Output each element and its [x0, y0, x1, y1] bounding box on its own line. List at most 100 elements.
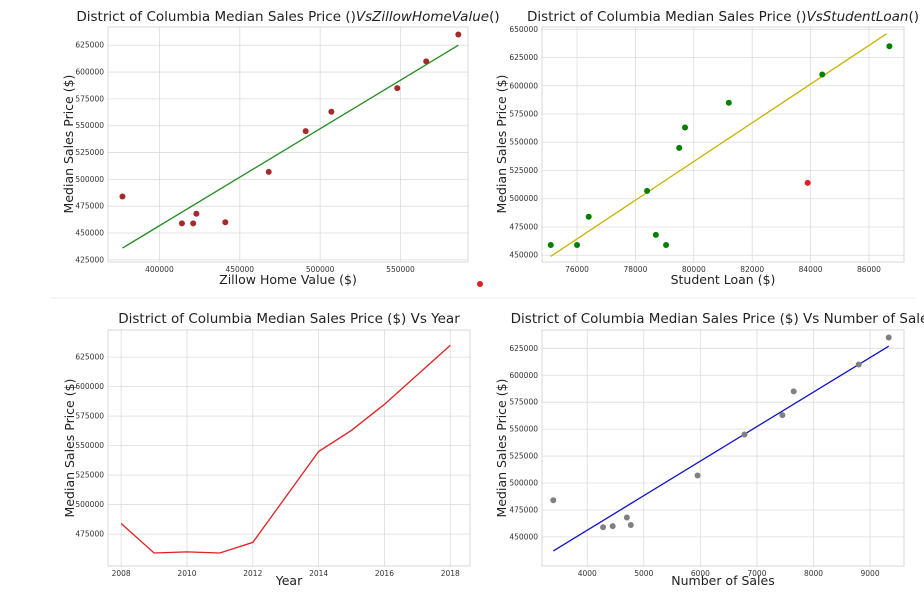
data-point	[302, 128, 309, 135]
x-axis-label: Zillow Home Value ($)	[219, 272, 357, 287]
data-point	[550, 497, 557, 504]
y-tick-label: 475000	[75, 530, 104, 539]
y-tick-label: 525000	[509, 452, 538, 461]
y-tick-label: 625000	[75, 41, 104, 50]
y-tick-label: 450000	[75, 229, 104, 238]
data-point	[547, 242, 554, 249]
y-tick-label: 450000	[509, 532, 538, 541]
x-axis-label: Number of Sales	[671, 573, 774, 588]
data-point	[790, 388, 797, 395]
data-point	[886, 43, 893, 50]
chart-title: District of Columbia Median Sales Price …	[118, 311, 460, 327]
data-point	[819, 71, 826, 78]
outlier-point	[804, 179, 811, 186]
data-point	[193, 210, 200, 217]
data-point	[682, 124, 689, 131]
chart-number-of-sales: 4000 5000 6000 7000 8000 9000 450000 475000 5000…	[494, 311, 924, 588]
y-tick-label: 525000	[509, 166, 538, 175]
x-axis-label: Student Loan ($)	[671, 272, 776, 287]
x-tick-label: 84000	[799, 265, 823, 274]
data-point	[676, 144, 683, 151]
y-tick-label: 575000	[75, 412, 104, 421]
plot-area	[541, 329, 905, 567]
x-tick-label: 86000	[857, 265, 881, 274]
y-tick-label: 500000	[509, 479, 538, 488]
chart-zillow-home-value: 400000 450000 500000 550000 425000 450000 4750…	[61, 9, 500, 287]
x-tick-label: 78000	[623, 265, 647, 274]
y-tick-label: 600000	[509, 371, 538, 380]
data-point	[627, 522, 634, 529]
x-tick-label: 2016	[375, 569, 394, 578]
chart-title: District of Columbia Median Sales Price …	[76, 9, 499, 25]
chart-year: 2008 2010 2012 2014 2016 2018 475000 500000 5250…	[62, 311, 471, 588]
data-point	[394, 85, 401, 92]
data-point	[652, 231, 659, 238]
x-tick-label: 2008	[112, 569, 131, 578]
data-point	[423, 58, 430, 65]
y-tick-label: 475000	[75, 202, 104, 211]
y-tick-label: 475000	[509, 222, 538, 231]
y-tick-label: 625000	[509, 53, 538, 62]
y-tick-label: 425000	[75, 255, 104, 264]
y-tick-label: 500000	[509, 194, 538, 203]
y-tick-label: 450000	[509, 251, 538, 260]
data-point	[663, 242, 670, 249]
y-tick-label: 575000	[509, 109, 538, 118]
x-tick-label: 6000	[691, 569, 710, 578]
data-point	[585, 213, 592, 220]
data-point	[265, 168, 272, 175]
data-point	[644, 187, 651, 194]
y-tick-label: 500000	[75, 175, 104, 184]
y-tick-label: 625000	[75, 353, 104, 362]
chart-title: District of Columbia Median Sales Price …	[511, 311, 924, 327]
x-tick-label: 8000	[804, 569, 823, 578]
y-tick-label: 550000	[509, 138, 538, 147]
x-tick-label: 5000	[634, 569, 653, 578]
chart-title: District of Columbia Median Sales Price …	[527, 9, 919, 25]
x-tick-label: 80000	[682, 265, 706, 274]
x-tick-label: 7000	[747, 569, 766, 578]
plot-area	[541, 26, 905, 263]
x-tick-label: 450000	[225, 265, 254, 274]
y-tick-label: 575000	[75, 94, 104, 103]
y-axis-label: Median Sales Price ($)	[62, 379, 77, 518]
x-tick-label: 76000	[565, 265, 589, 274]
y-tick-label: 475000	[509, 505, 538, 514]
x-tick-label: 9000	[861, 569, 880, 578]
data-point	[328, 108, 335, 115]
x-tick-label: 4000	[578, 569, 597, 578]
data-point	[609, 523, 616, 530]
x-tick-label: 550000	[386, 265, 415, 274]
x-tick-label: 400000	[145, 265, 174, 274]
y-tick-label: 550000	[75, 441, 104, 450]
x-tick-label: 2018	[441, 569, 460, 578]
x-tick-label: 2014	[309, 569, 328, 578]
y-axis-label: Median Sales Price ($)	[494, 379, 509, 518]
data-point	[574, 242, 581, 249]
fit-line	[122, 44, 459, 249]
chart-student-loan: 76000 78000 80000 82000 84000 86000 450000 4750…	[494, 9, 919, 287]
data-point	[741, 431, 748, 438]
x-tick-label: 2010	[177, 569, 196, 578]
y-tick-label: 600000	[509, 81, 538, 90]
plot-area	[107, 26, 469, 263]
data-point	[623, 514, 630, 521]
y-tick-label: 650000	[509, 25, 538, 34]
series-line	[120, 344, 451, 554]
y-tick-label: 550000	[75, 121, 104, 130]
x-axis-label: Year	[275, 573, 303, 588]
y-tick-label: 550000	[509, 425, 538, 434]
data-point	[725, 99, 732, 106]
y-tick-label: 600000	[75, 68, 104, 77]
y-tick-label: 500000	[75, 500, 104, 509]
data-point	[178, 220, 185, 227]
y-tick-label: 525000	[75, 471, 104, 480]
y-axis-label: Median Sales Price ($)	[494, 75, 509, 214]
data-point	[119, 193, 126, 200]
y-axis-label: Median Sales Price ($)	[61, 75, 76, 214]
data-point	[222, 219, 229, 226]
data-point	[190, 220, 197, 227]
y-tick-label: 525000	[75, 148, 104, 157]
data-point	[885, 334, 892, 341]
